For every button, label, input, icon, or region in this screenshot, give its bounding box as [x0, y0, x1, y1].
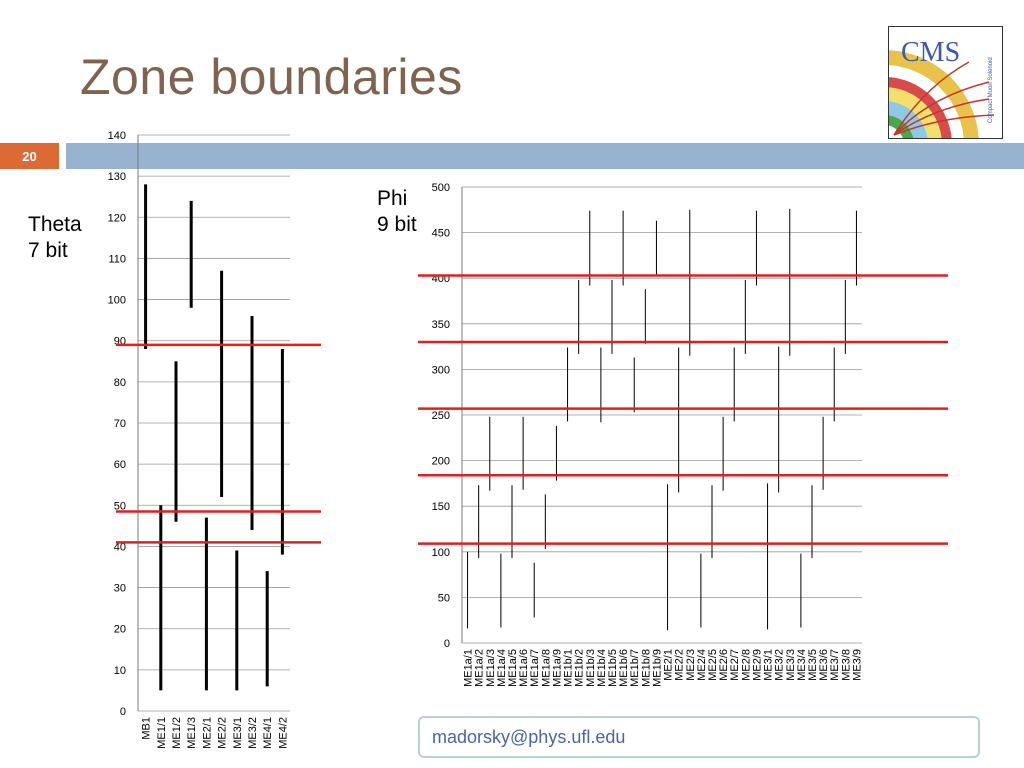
y-tick-label: 70: [114, 418, 126, 430]
category-label: ME2/2: [674, 649, 686, 681]
category-label: ME1b/8: [640, 649, 652, 687]
y-tick-label: 450: [432, 228, 450, 240]
y-tick-label: 80: [114, 377, 126, 389]
phi-label-line1: Phi: [377, 187, 408, 210]
category-label: ME1a/6: [518, 649, 530, 687]
phi-label: Phi 9 bit: [377, 186, 417, 238]
category-label: ME3/3: [785, 649, 797, 681]
y-tick-label: 10: [114, 665, 126, 677]
category-label: ME1b/3: [585, 649, 597, 687]
category-label: ME1/1: [156, 717, 168, 749]
y-tick-label: 110: [108, 253, 126, 265]
category-label: ME2/1: [201, 717, 213, 749]
y-tick-label: 60: [114, 459, 126, 471]
category-label: ME3/6: [818, 649, 830, 681]
logo-small-text: Compact Muon Solenoid: [988, 57, 994, 123]
y-tick-label: 250: [432, 410, 450, 422]
category-label: ME1b/1: [563, 649, 575, 687]
y-tick-label: 100: [432, 547, 450, 559]
y-tick-label: 50: [438, 592, 450, 604]
category-label: ME2/3: [685, 649, 697, 681]
y-tick-label: 350: [432, 319, 450, 331]
theta-label: Theta 7 bit: [28, 212, 82, 264]
category-label: ME1b/6: [618, 649, 630, 687]
category-label: ME3/8: [840, 649, 852, 681]
y-tick-label: 100: [108, 295, 126, 307]
y-tick-label: 20: [114, 624, 126, 636]
y-tick-label: 30: [114, 583, 126, 595]
theta-label-line1: Theta: [28, 213, 82, 236]
header-bar: [66, 143, 1024, 169]
category-label: ME1a/2: [474, 649, 486, 687]
page-number-badge: 20: [0, 143, 59, 169]
phi-label-line2: 9 bit: [377, 213, 417, 236]
category-label: ME3/9: [851, 649, 863, 681]
category-label: ME1b/2: [574, 649, 586, 687]
theta-label-line2: 7 bit: [28, 239, 68, 262]
category-label: ME2/7: [729, 649, 741, 681]
y-tick-label: 0: [444, 638, 450, 650]
category-label: ME3/1: [232, 717, 244, 749]
phi-boundary-lines: [418, 274, 948, 545]
category-label: ME1/3: [186, 717, 198, 749]
y-tick-label: 300: [432, 364, 450, 376]
y-tick-label: 0: [120, 706, 126, 718]
category-label: ME4/2: [277, 717, 289, 749]
category-label: ME3/7: [829, 649, 841, 681]
email-box: madorsky@phys.ufl.edu: [418, 716, 980, 758]
cms-logo-graphic: CMS Compact Muon Solenoid: [889, 27, 1002, 138]
category-label: ME1a/1: [463, 649, 475, 687]
category-label: ME1a/3: [485, 649, 497, 687]
y-tick-label: 120: [108, 212, 126, 224]
category-label: ME1a/7: [529, 649, 541, 687]
category-label: ME2/8: [740, 649, 752, 681]
category-label: ME1a/5: [507, 649, 519, 687]
y-tick-label: 140: [108, 130, 126, 142]
category-label: ME2/5: [707, 649, 719, 681]
category-label: ME2/1: [663, 649, 675, 681]
y-tick-label: 200: [432, 456, 450, 468]
theta-boundary-lines: [116, 343, 321, 544]
category-label: ME2/4: [696, 649, 708, 681]
category-label: ME3/2: [774, 649, 786, 681]
category-label: ME3/5: [807, 649, 819, 681]
category-label: MB1: [141, 717, 153, 740]
y-tick-label: 40: [114, 541, 126, 553]
cms-logo: CMS Compact Muon Solenoid: [888, 26, 1003, 139]
category-label: ME4/1: [262, 717, 274, 749]
email-text: madorsky@phys.ufl.edu: [432, 726, 626, 747]
category-label: ME1/2: [171, 717, 183, 749]
category-label: ME1b/5: [607, 649, 619, 687]
category-label: ME2/9: [751, 649, 763, 681]
category-label: ME1a/8: [540, 649, 552, 687]
category-label: ME1b/4: [596, 649, 608, 687]
category-label: ME1a/9: [551, 649, 563, 687]
y-tick-label: 50: [114, 500, 126, 512]
category-label: ME1b/7: [629, 649, 641, 687]
logo-text: CMS: [901, 37, 960, 68]
category-label: ME2/6: [718, 649, 730, 681]
category-label: ME2/2: [217, 717, 229, 749]
category-label: ME1b/9: [651, 649, 663, 687]
y-tick-label: 130: [108, 171, 126, 183]
slide-title: Zone boundaries: [80, 49, 463, 105]
category-label: ME3/2: [247, 717, 259, 749]
category-label: ME1a/4: [496, 649, 508, 687]
category-label: ME3/4: [796, 649, 808, 681]
category-label: ME3/1: [763, 649, 775, 681]
y-tick-label: 150: [432, 501, 450, 513]
y-tick-label: 500: [432, 182, 450, 194]
